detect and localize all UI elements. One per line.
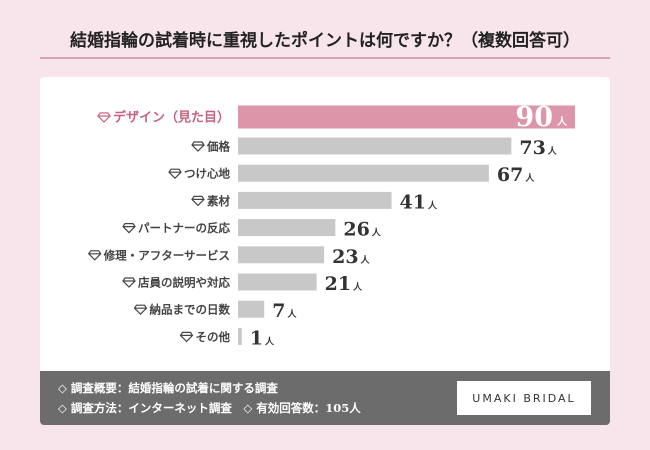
diamond-icon [97, 112, 111, 123]
unit-label: 人 [264, 335, 275, 347]
value-label: 26 [343, 219, 369, 241]
unit-label: 人 [557, 115, 568, 128]
bar [238, 273, 317, 291]
chart-title: 結婚指輪の試着時に重視したポイントは何ですか？（複数回答可） [70, 31, 580, 51]
diamond-icon [191, 195, 205, 207]
unit-label: 人 [360, 254, 371, 266]
category-label: 店員の説明や対応 [138, 276, 230, 290]
unit-label: 人 [352, 281, 363, 293]
value-label: 41 [400, 191, 426, 213]
category-label: 素材 [207, 194, 230, 208]
unit-label: 人 [286, 308, 297, 320]
diamond-icon [122, 223, 136, 234]
value-label: 1 [250, 327, 263, 349]
value-label: 67 [497, 164, 523, 186]
survey-footer: ◇ 調査概要：結婚指輪の試着に関する調査 ◇ 調査方法：インターネット調査 ◇ … [40, 371, 610, 425]
value-label: 23 [332, 246, 358, 268]
category-label: 価格 [206, 140, 230, 154]
category-label: つけ心地 [184, 167, 230, 181]
unit-label: 人 [427, 199, 438, 211]
value-label: 73 [519, 137, 545, 159]
survey-summary: ◇ 調査概要：結婚指輪の試着に関する調査 [58, 381, 278, 395]
diamond-icon [191, 141, 205, 152]
bar [238, 246, 325, 264]
category-label: 修理・アフターサービス [103, 248, 230, 262]
bar [238, 105, 575, 129]
category-label: デザイン（見た目） [113, 110, 230, 126]
bar [238, 327, 242, 345]
diamond-icon [168, 168, 182, 180]
bar [238, 137, 512, 155]
unit-label: 人 [371, 227, 382, 239]
unit-label: 人 [524, 172, 535, 184]
diamond-icon [122, 277, 136, 288]
title-underline [40, 57, 610, 59]
unit-label: 人 [547, 145, 558, 157]
diamond-icon [179, 331, 194, 343]
diamond-icon [133, 304, 148, 316]
bar [238, 300, 265, 318]
category-label: パートナーの反応 [138, 221, 230, 235]
chart-card: デザイン（見た目） 90 人価格 73 人つけ心地 67 人素材 41 人パートナーの反応 26 人… [40, 77, 610, 425]
value-label: 90 [515, 102, 553, 133]
value-label: 7 [272, 300, 285, 322]
bar [238, 164, 489, 182]
category-label: 納品までの日数 [150, 303, 231, 317]
diamond-icon [87, 250, 102, 261]
bar [238, 219, 336, 237]
value-label: 21 [325, 273, 351, 295]
bar [238, 191, 392, 209]
category-label: その他 [196, 330, 231, 344]
survey-method: ◇ 調査方法：インターネット調査 ◇ 有効回答数：105人 [58, 401, 361, 415]
brand-logo: UMAKI BRIDAL [457, 381, 591, 415]
